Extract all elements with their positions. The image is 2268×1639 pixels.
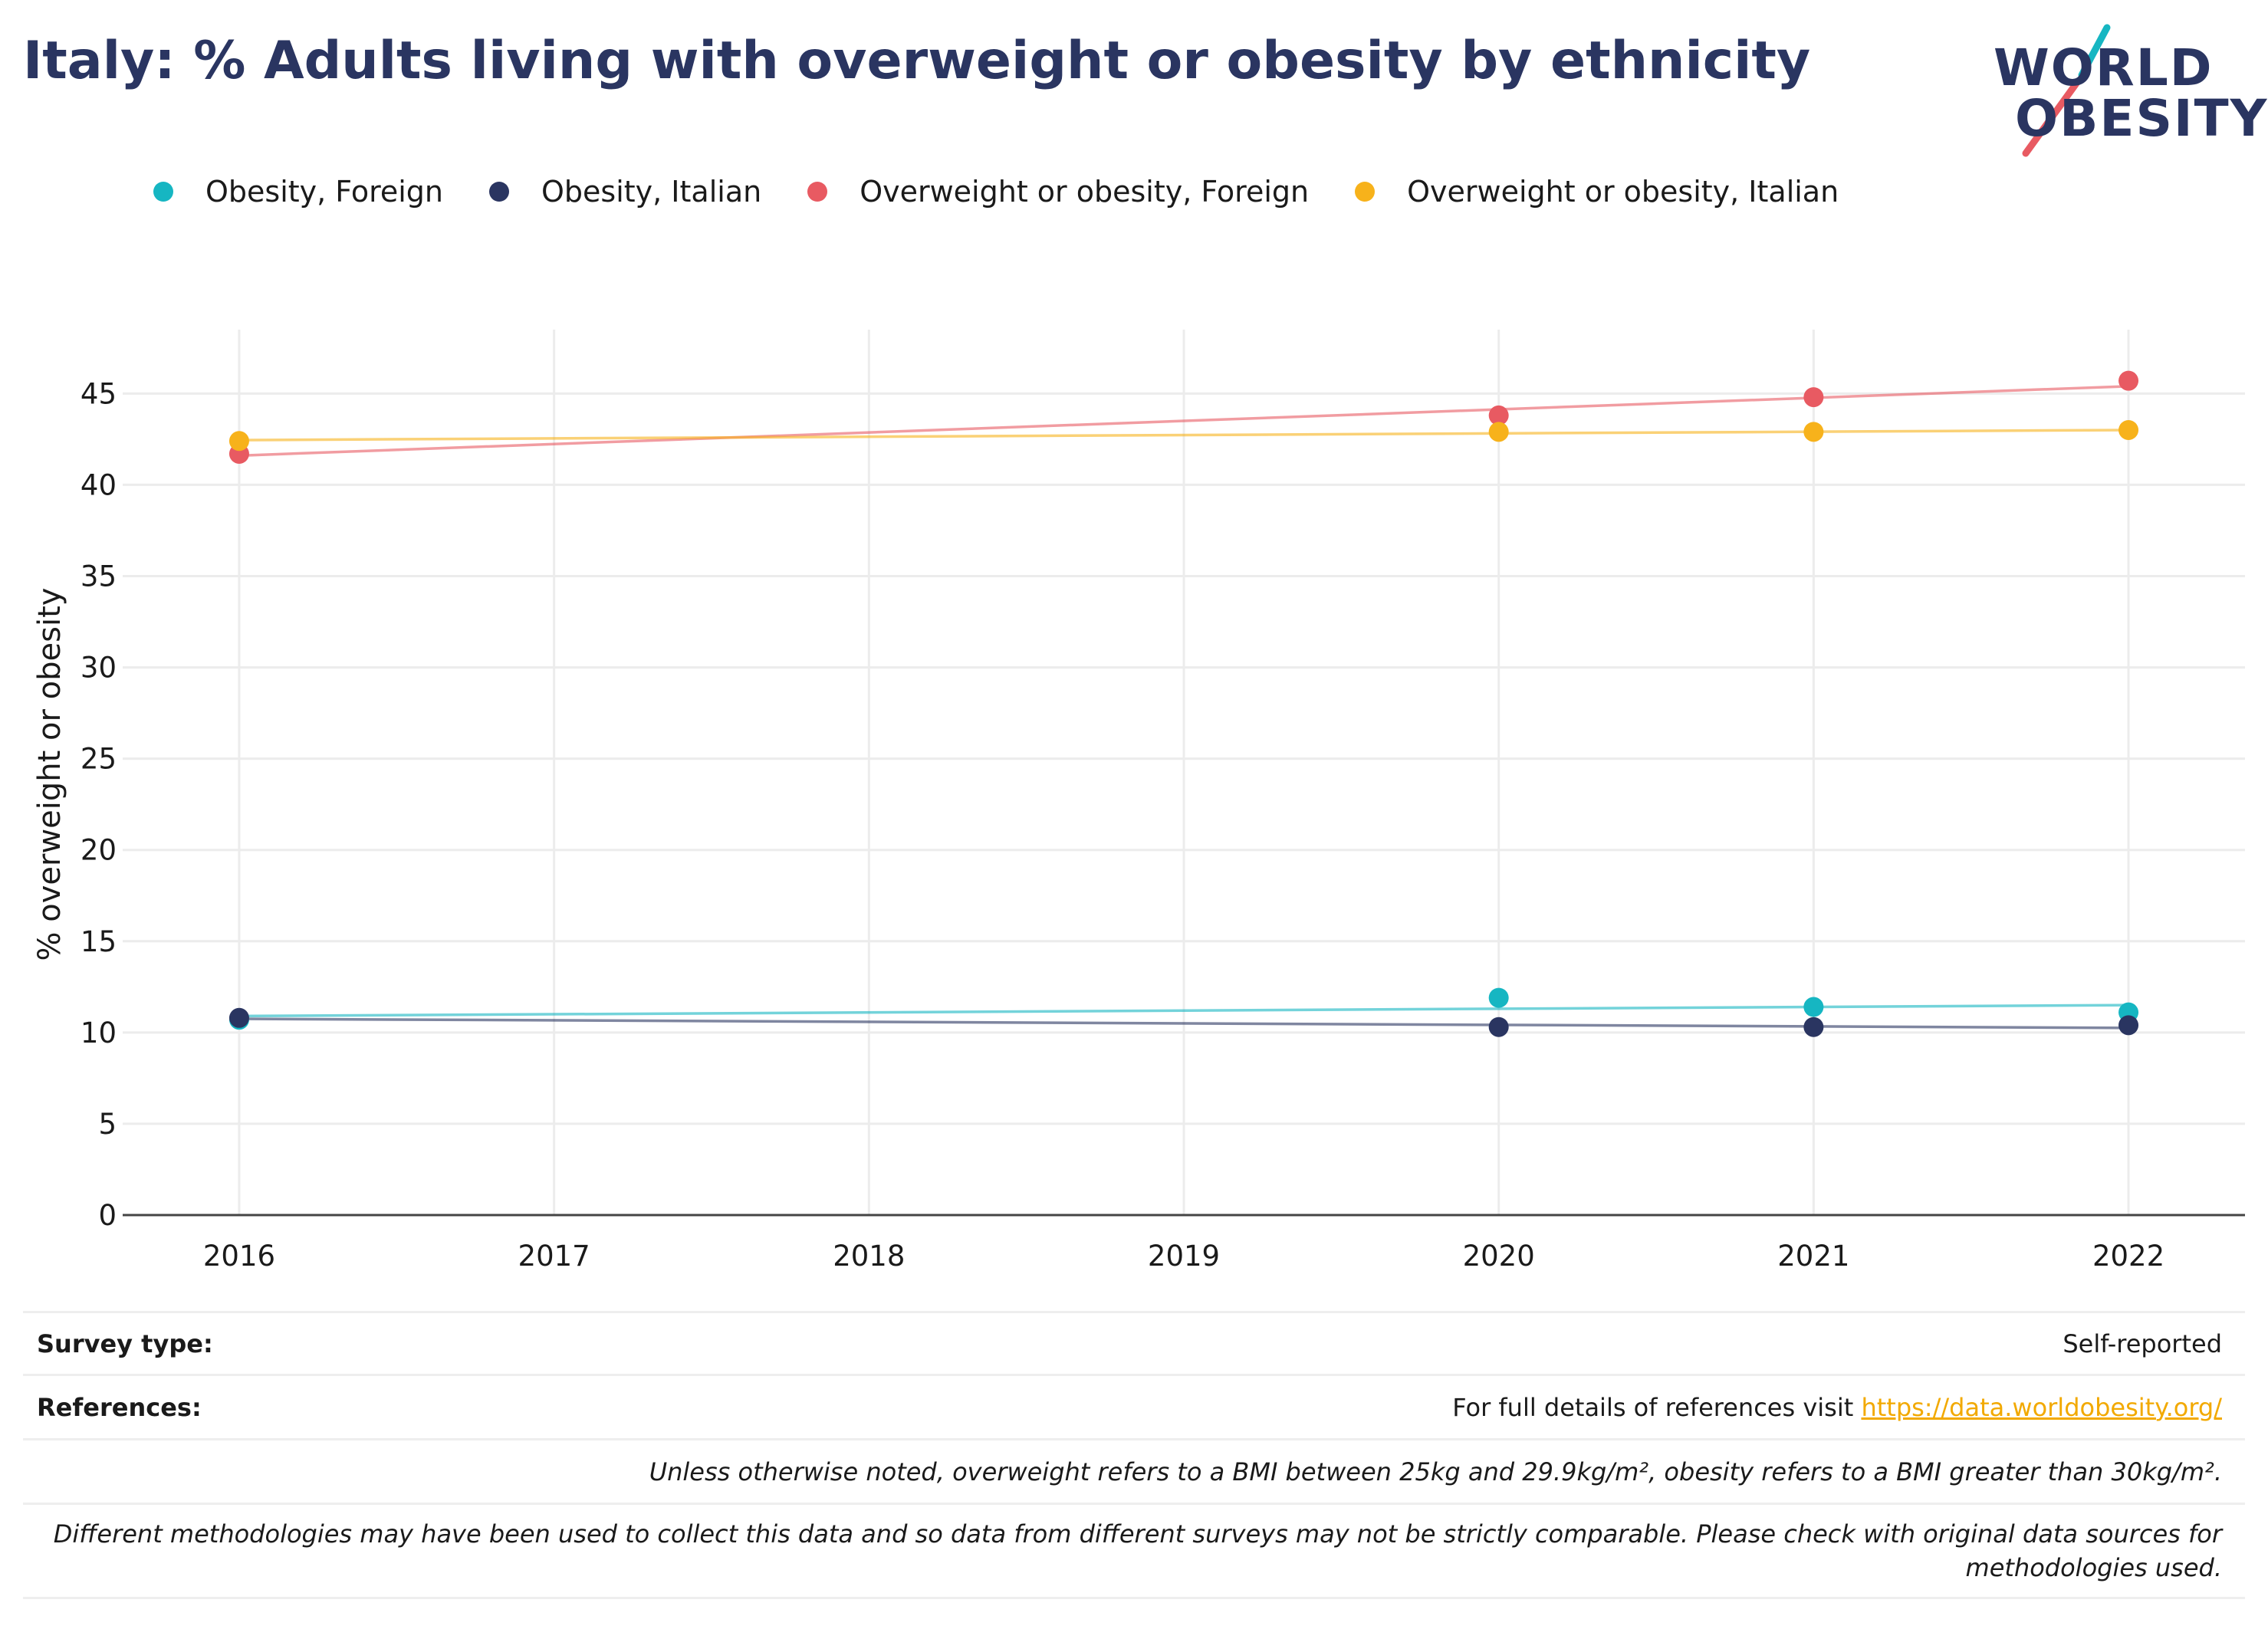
chart-legend: Obesity, Foreign Obesity, Italian Overwe… <box>153 172 1885 211</box>
data-point <box>1488 987 1509 1008</box>
y-tick-label: 45 <box>81 377 117 410</box>
logo-slash-icon <box>2022 24 2111 157</box>
x-tick-label: 2020 <box>1463 1240 1535 1273</box>
y-tick-label: 20 <box>81 834 117 867</box>
footer-row-survey-type: Survey type: Self-reported <box>23 1311 2245 1374</box>
footer-table: Survey type: Self-reported References: F… <box>23 1311 2245 1599</box>
x-tick-label: 2017 <box>518 1240 590 1273</box>
legend-marker-icon <box>153 182 173 202</box>
chart-plot: 0 5 10 15 20 25 30 35 40 45 2016 2017 2018 2019 2020 20… <box>32 330 2245 1273</box>
x-tick-label: 2016 <box>203 1240 275 1273</box>
data-point <box>1488 405 1509 425</box>
legend-item-ow-italian[interactable]: Overweight or obesity, Italian <box>1355 175 1839 209</box>
references-label: References: <box>37 1392 202 1422</box>
data-point <box>1803 997 1824 1017</box>
legend-label: Overweight or obesity, Italian <box>1407 175 1839 209</box>
chart-points <box>228 370 2139 1037</box>
y-tick-label: 10 <box>81 1017 117 1049</box>
legend-label: Obesity, Foreign <box>205 175 443 209</box>
legend-item-ow-foreign[interactable]: Overweight or obesity, Foreign <box>807 175 1309 209</box>
legend-label: Obesity, Italian <box>541 175 762 209</box>
logo-text-world: WORLD <box>1994 38 2214 97</box>
methodology-note-line2: methodologies used. <box>1965 1553 2222 1582</box>
data-point <box>1488 422 1509 442</box>
y-tick-label: 15 <box>81 925 117 958</box>
data-point <box>2118 370 2139 391</box>
data-point <box>1803 387 1824 408</box>
x-tick-label: 2021 <box>1777 1240 1849 1273</box>
page-title: Italy: % Adults living with overweight o… <box>23 31 1811 91</box>
x-tick-label: 2018 <box>833 1240 905 1273</box>
y-tick-label: 40 <box>81 468 117 501</box>
data-point <box>2118 419 2139 440</box>
data-point <box>1803 1017 1824 1037</box>
y-axis-title: % overweight or obesity <box>32 588 67 961</box>
data-point <box>1488 1017 1509 1037</box>
chart-axes: 0 5 10 15 20 25 30 35 40 45 2016 2017 2018 2019 2020 20… <box>81 377 2245 1273</box>
survey-type-value: Self-reported <box>2063 1329 2222 1358</box>
y-tick-label: 5 <box>98 1108 117 1141</box>
legend-marker-icon <box>1355 182 1376 202</box>
legend-item-obesity-italian[interactable]: Obesity, Italian <box>489 175 761 209</box>
data-point <box>2118 1015 2139 1036</box>
data-point <box>228 1007 249 1028</box>
footer-row-references: References: For full details of referenc… <box>23 1374 2245 1438</box>
chart-grid <box>123 330 2245 1215</box>
logo-text-obesity: OBESITY <box>2015 89 2268 148</box>
x-tick-label: 2022 <box>2092 1240 2164 1273</box>
world-obesity-logo: WORLD OBESITY <box>1994 21 2266 159</box>
references-value: For full details of references visit htt… <box>1452 1393 2222 1422</box>
legend-marker-icon <box>489 182 509 202</box>
y-tick-label: 30 <box>81 652 117 685</box>
references-link[interactable]: https://data.worldobesity.org/ <box>1861 1392 2222 1422</box>
methodology-note: Different methodologies may have been us… <box>37 1517 2222 1585</box>
y-tick-label: 0 <box>98 1199 117 1232</box>
y-tick-label: 35 <box>81 560 117 593</box>
methodology-note-line1: Different methodologies may have been us… <box>53 1519 2222 1549</box>
bmi-note: Unless otherwise noted, overweight refer… <box>649 1457 2222 1486</box>
footer-row-methodology-note: Different methodologies may have been us… <box>23 1503 2245 1599</box>
data-point <box>228 431 249 452</box>
legend-label: Overweight or obesity, Foreign <box>860 175 1310 209</box>
data-point <box>1803 422 1824 442</box>
footer-row-bmi-note: Unless otherwise noted, overweight refer… <box>23 1438 2245 1503</box>
legend-marker-icon <box>807 182 828 202</box>
survey-type-label: Survey type: <box>37 1329 213 1358</box>
y-tick-label: 25 <box>81 743 117 776</box>
legend-item-obesity-foreign[interactable]: Obesity, Foreign <box>153 175 443 209</box>
x-tick-label: 2019 <box>1148 1240 1220 1273</box>
references-text: For full details of references visit <box>1452 1392 1862 1422</box>
